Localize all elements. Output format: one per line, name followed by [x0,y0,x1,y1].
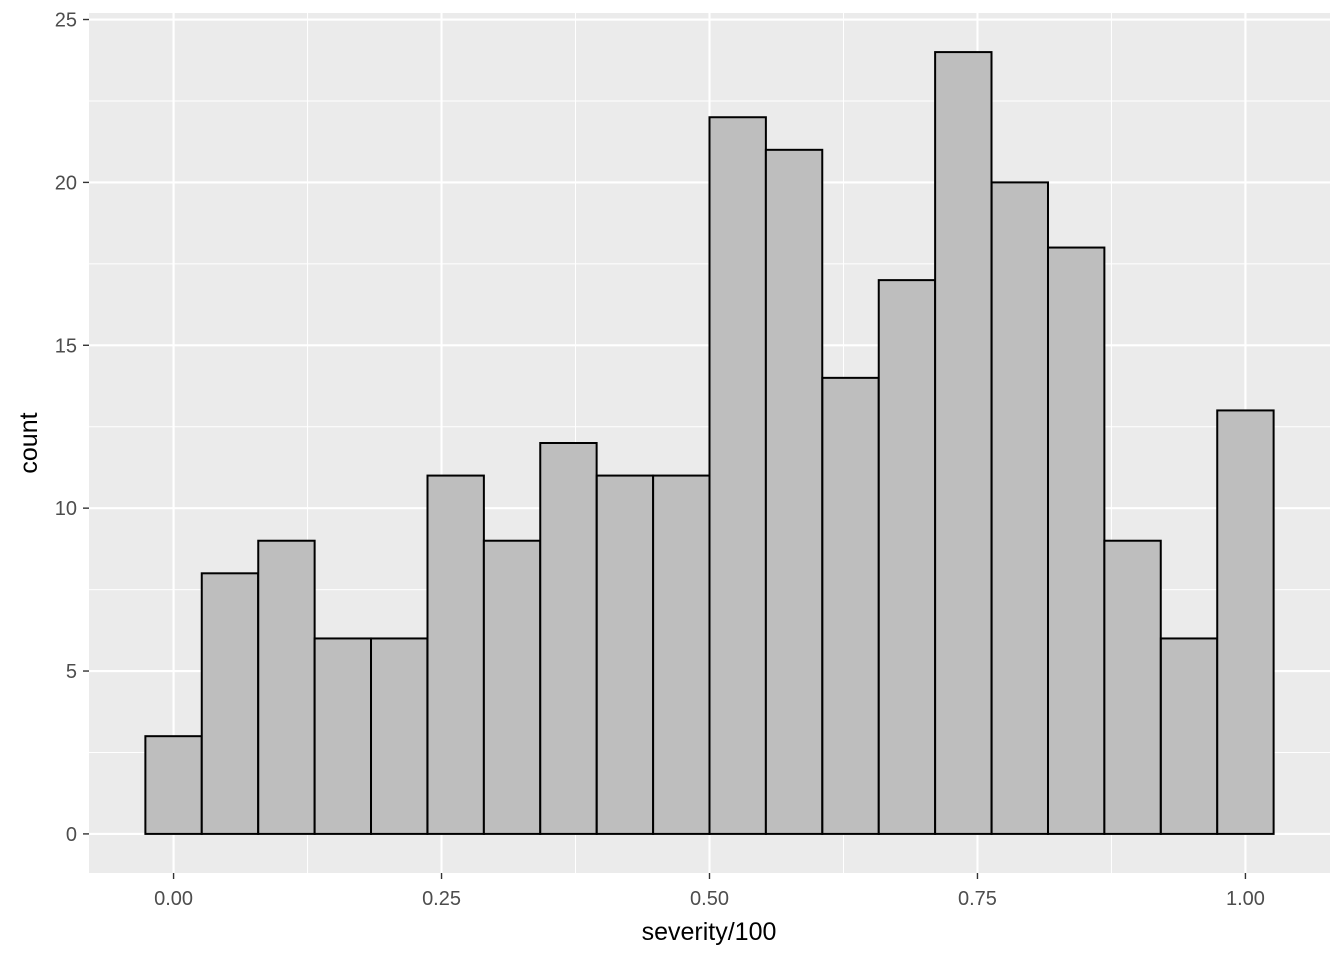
histogram-bar [426,474,485,835]
y-tick-label: 5 [66,661,77,683]
histogram-bar [257,539,316,835]
x-tick-label: 0.50 [690,888,729,910]
histogram-bar [821,376,880,835]
y-tick-label: 15 [55,335,77,357]
histogram-bar [313,637,373,835]
histogram-bar [1159,637,1219,835]
y-axis-title: count [15,412,43,473]
histogram-bar [144,735,203,835]
histogram-bar [990,181,1049,835]
histogram-bar [1046,246,1106,835]
y-tick-label: 10 [55,498,77,520]
histogram-bar [370,637,429,835]
histogram-bar [1216,409,1275,835]
histogram-bar [482,539,542,835]
x-axis-title: severity/100 [642,918,777,946]
histogram-bar [934,51,993,835]
histogram-bar [200,572,260,835]
histogram-bar [708,116,767,835]
y-tick-label: 0 [66,824,77,846]
histogram-bar [1103,539,1162,835]
y-tick-label: 20 [55,172,77,194]
x-tick-label: 0.00 [154,888,193,910]
y-tick-label: 25 [55,10,77,32]
x-tick-label: 1.00 [1226,888,1265,910]
histogram-bar [595,474,655,835]
x-tick-label: 0.25 [422,888,461,910]
x-tick-label: 0.75 [958,888,997,910]
y-axis: 0 5 10 15 20 25 [55,10,89,846]
x-axis: 0.00 0.25 0.50 0.75 1.00 [154,873,1265,910]
histogram-bar [652,474,711,835]
histogram-bar [539,442,598,835]
histogram-bars [144,51,1275,835]
histogram-bar [764,148,824,835]
histogram-bar [877,279,937,835]
